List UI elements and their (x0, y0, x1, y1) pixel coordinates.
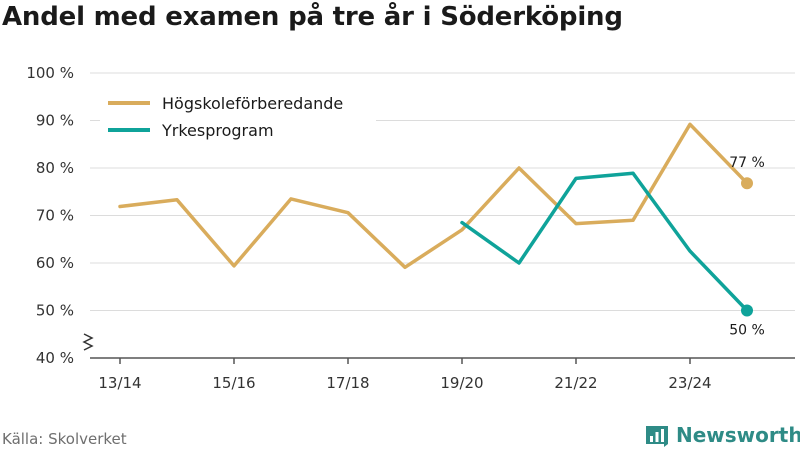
y-tick-label: 40 % (36, 349, 74, 367)
x-tick-label: 23/24 (668, 374, 711, 392)
bar-chart-icon (646, 426, 668, 447)
y-axis-ticks: 40 % 50 % 60 % 70 % 80 % 90 % 100 % (26, 64, 74, 367)
legend-entry-0: Högskoleförberedande (162, 94, 343, 113)
x-tick-label: 21/22 (554, 374, 597, 392)
x-tick-label: 15/16 (212, 374, 255, 392)
chart-title: Andel med examen på tre år i Söderköping (2, 2, 623, 32)
series-end-point-1 (741, 304, 753, 317)
gridlines (90, 72, 795, 311)
series-end-label-0: 77 % (729, 155, 765, 171)
y-tick-label: 90 % (36, 112, 74, 130)
legend-entry-1: Yrkesprogram (161, 121, 274, 140)
source-note: Källa: Skolverket (2, 430, 127, 448)
series-lines: 77 % 50 % (118, 122, 765, 339)
y-tick-label: 60 % (36, 254, 74, 272)
x-tick-label: 19/20 (440, 374, 483, 392)
x-axis: 13/14 15/16 17/18 19/20 21/22 23/24 (82, 333, 795, 392)
series-line-0 (118, 122, 749, 270)
x-tick-label: 13/14 (98, 374, 141, 392)
axis-break-icon (82, 333, 94, 351)
legend-background (100, 86, 376, 146)
legend: Högskoleförberedande Yrkesprogram (100, 86, 376, 146)
series-end-label-1: 50 % (729, 323, 765, 339)
series-line-1 (460, 171, 749, 313)
y-tick-label: 50 % (36, 302, 74, 320)
line-chart: 40 % 50 % 60 % 70 % 80 % 90 % 100 % 13/14 15/16… (26, 64, 795, 392)
y-tick-label: 100 % (26, 64, 74, 82)
series-end-point-0 (741, 177, 753, 190)
y-tick-label: 70 % (36, 207, 74, 225)
brand-logo: Newsworthy (644, 420, 800, 450)
x-tick-label: 17/18 (326, 374, 369, 392)
y-tick-label: 80 % (36, 159, 74, 177)
brand-name: Newsworthy (676, 423, 800, 447)
